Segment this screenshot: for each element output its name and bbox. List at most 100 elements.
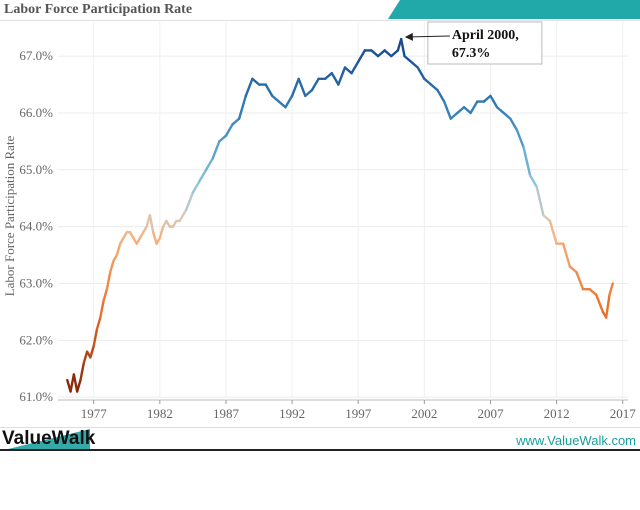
series-line-segment — [304, 89, 314, 98]
series-line-segment — [277, 100, 287, 109]
series-line-segment — [92, 327, 99, 348]
series-line-segment — [231, 117, 241, 126]
series-line-segment — [148, 214, 155, 234]
x-axis-ticks: 1977 1982 1987 1992 1997 2002 2007 2012 2017 — [81, 406, 637, 421]
series-line-segment — [75, 378, 82, 393]
series-line-segment — [509, 117, 519, 132]
series-line-segment — [115, 242, 122, 257]
annotation-text-line2: 67.3% — [452, 46, 491, 61]
series-line-segment — [271, 94, 281, 103]
series-line-segment — [495, 106, 505, 115]
series-line-segment — [72, 373, 79, 393]
series-line-segment — [224, 123, 234, 137]
series-line-segment — [185, 191, 195, 211]
series-line-segment — [436, 89, 446, 103]
series-line-segment — [376, 49, 386, 58]
series-line-segment — [89, 344, 95, 359]
y-tick-label: 61.0% — [19, 389, 53, 404]
series-line-segment — [152, 231, 158, 245]
series-line-segment — [330, 71, 340, 86]
chart-title: Labor Force Participation Rate — [4, 2, 193, 17]
valuewalk-logo: ValueWalk — [2, 428, 96, 449]
series-line-segment — [237, 94, 247, 120]
y-tick-label: 65.0% — [19, 162, 53, 177]
series-line-segment — [350, 60, 360, 75]
series-line-segment — [409, 60, 419, 69]
series-line-segment — [608, 282, 614, 297]
series-line-segment — [482, 94, 492, 103]
series-line-segment — [264, 83, 274, 98]
series-line-segment — [456, 106, 466, 115]
series-line-segment — [105, 270, 112, 291]
series-line-segment — [515, 128, 525, 149]
series-line-segment — [79, 361, 85, 382]
series-line-segment — [399, 37, 406, 58]
series-line-segment — [218, 134, 228, 143]
series-line-segment — [297, 77, 307, 98]
series-line-segment — [82, 350, 89, 365]
series-line-segment — [462, 106, 472, 115]
x-tick-label: 2012 — [544, 406, 570, 421]
series-line-segment — [423, 77, 433, 86]
x-tick-label: 2007 — [477, 406, 504, 421]
series-line-segment — [102, 287, 109, 302]
series-line-segment — [542, 214, 552, 223]
annotation-arrow — [404, 32, 450, 41]
series-line-segment — [469, 100, 479, 115]
series-line-segment — [310, 77, 320, 92]
gridlines — [58, 22, 628, 404]
series-line-segment — [416, 66, 426, 81]
series-line-segment — [370, 49, 380, 58]
series-line-segment — [357, 49, 367, 63]
series-line-segment — [604, 293, 611, 319]
series-line-segment — [191, 179, 201, 194]
series-line-segment — [251, 77, 261, 86]
series-line-segment — [390, 49, 400, 58]
series-line-segment — [99, 299, 105, 319]
series-line-segment — [442, 100, 452, 120]
series-line-segment — [383, 49, 393, 58]
annotation-text-line1: April 2000, — [452, 28, 519, 43]
series-line-segment — [502, 111, 512, 120]
y-tick-label: 64.0% — [19, 219, 53, 234]
y-axis-ticks: 61.0% 62.0% 63.0% 64.0% 65.0% 66.0% 67.0% — [19, 48, 53, 404]
chart-header: Labor Force Participation Rate — [0, 0, 640, 21]
series-line-segment — [548, 219, 558, 245]
series-line-segment — [429, 83, 439, 92]
x-tick-label: 1977 — [81, 406, 108, 421]
series-line — [66, 37, 614, 393]
x-tick-label: 1992 — [279, 406, 305, 421]
x-tick-label: 2002 — [411, 406, 437, 421]
y-tick-label: 66.0% — [19, 105, 53, 120]
y-tick-label: 62.0% — [19, 332, 53, 347]
series-line-segment — [528, 174, 538, 189]
series-line-segment — [109, 259, 115, 274]
series-line-segment — [95, 316, 102, 331]
peak-annotation: April 2000, 67.3% — [404, 21, 543, 65]
series-line-segment — [244, 77, 254, 98]
line-chart: 61.0% 62.0% 63.0% 64.0% 65.0% 66.0% 67.0% 1977… — [2, 21, 637, 421]
series-line-segment — [158, 225, 165, 240]
series-line-segment — [561, 242, 572, 268]
series-line-segment — [489, 94, 499, 109]
y-axis-label: Labor Force Participation Rate — [2, 135, 17, 296]
series-line-segment — [588, 287, 598, 297]
y-tick-label: 63.0% — [19, 275, 53, 290]
header-accent-bar — [388, 0, 640, 19]
series-line-segment — [575, 270, 585, 291]
valuewalk-url-link[interactable]: www.ValueWalk.com — [516, 433, 636, 448]
series-line-segment — [522, 145, 532, 177]
series-line-segment — [337, 66, 347, 86]
y-tick-label: 67.0% — [19, 48, 53, 63]
series-line-segment — [204, 157, 214, 171]
footer-divider — [0, 449, 640, 451]
series-line-segment — [343, 66, 353, 75]
series-line-segment — [535, 185, 545, 217]
series-line-segment — [449, 111, 459, 120]
x-tick-label: 1987 — [213, 406, 240, 421]
x-tick-label: 1982 — [147, 406, 173, 421]
series-line-segment — [595, 293, 605, 314]
series-line-segment — [198, 168, 208, 183]
series-line-segment — [284, 94, 294, 109]
annotation-box — [427, 21, 543, 65]
